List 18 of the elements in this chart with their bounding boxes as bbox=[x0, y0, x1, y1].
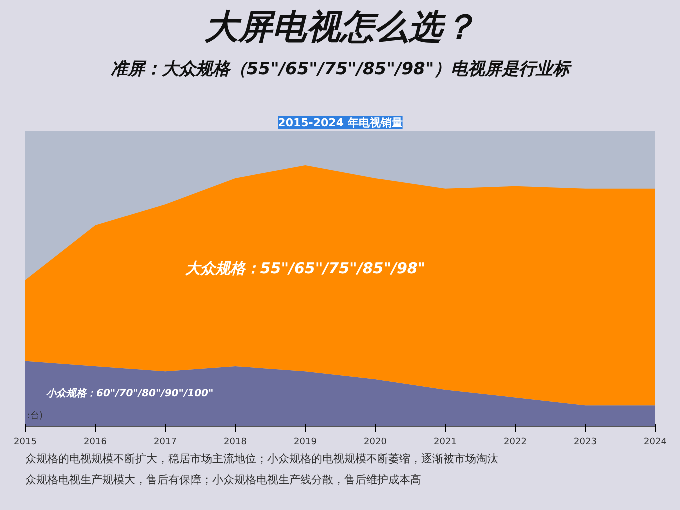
x-tick-label: 2019 bbox=[294, 438, 318, 448]
x-tick-label: 2017 bbox=[154, 438, 177, 448]
x-tick-label: 2024 bbox=[644, 438, 668, 448]
series-label: 大众规格：55"/65"/75"/85"/98" bbox=[185, 260, 426, 278]
chart-subtitle: 准屏：大众规格（55"/65"/75"/85"/98"）电视屏是行业标 bbox=[110, 60, 574, 80]
x-tick-label: 2018 bbox=[224, 438, 248, 448]
x-tick-label: 2023 bbox=[574, 438, 597, 448]
y-axis-title: :台) bbox=[28, 410, 44, 422]
chart-title: 大屏电视怎么选？ bbox=[204, 8, 476, 48]
x-tick-label: 2022 bbox=[504, 438, 527, 448]
x-tick-label: 2015 bbox=[14, 438, 37, 448]
legend-title: 2015-2024 年电视销量 bbox=[278, 116, 403, 130]
x-tick-label: 2021 bbox=[434, 438, 457, 448]
text: 众规格的电视规模不断扩大，稳居市场主流地位；小众规格的电视规模不断萎缩，逐渐被市场淘汰 bbox=[26, 452, 498, 466]
x-tick-label: 2020 bbox=[364, 438, 388, 448]
series-label: 小众规格：60"/70"/80"/90"/100" bbox=[46, 387, 214, 400]
x-tick-label: 2016 bbox=[84, 438, 108, 448]
text: 众规格电视生产规模大，售后有保障；小众规格电视生产线分散，售后维护成本高 bbox=[26, 474, 422, 486]
